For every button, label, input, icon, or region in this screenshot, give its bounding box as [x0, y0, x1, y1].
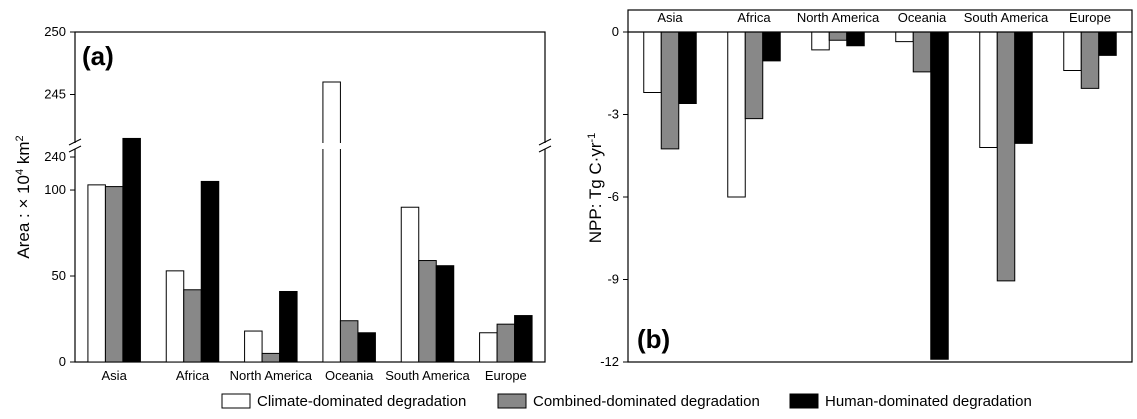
bar-human-africa: [762, 31, 781, 62]
panel-a-category-label: Asia: [102, 368, 128, 383]
panel-a-category-label: Europe: [485, 368, 527, 383]
panel-b-y-tick-label: -9: [607, 272, 619, 287]
panel-b-label: (b): [637, 324, 670, 354]
panel-a-y-tick-label: 245: [44, 87, 66, 102]
bar-climate-africa: [727, 31, 746, 198]
bar-human-oceania: [357, 332, 376, 363]
panel-b-category-label: Europe: [1069, 10, 1111, 25]
axis-break-slash: [68, 138, 82, 146]
bar-climate-europe: [1063, 31, 1082, 71]
panel-b-frame: [627, 9, 1133, 363]
panel-b-y-axis-label: NPP: Tg C·yr-1: [586, 133, 605, 244]
bar-human-europe: [514, 315, 533, 363]
panel-b-y-tick-label: -3: [607, 107, 619, 122]
bar-human-asia: [122, 137, 141, 363]
legend-label-human: Human-dominated degradation: [825, 393, 1032, 410]
bar-combined-asia: [104, 186, 124, 363]
bar-human-north-america: [279, 290, 298, 363]
bar-combined-oceania: [912, 31, 932, 73]
panel-a-x-categories: Asia Africa North America Oceania South Amer…: [102, 368, 527, 383]
bar-combined-asia: [660, 31, 680, 150]
panel-b-category-label: Asia: [657, 10, 683, 25]
bar-combined-north-america: [828, 31, 848, 41]
legend-swatch-climate: [221, 393, 251, 409]
axis-break-slash: [538, 145, 552, 153]
panel-b-y-tick-label: -6: [607, 189, 619, 204]
panel-b-y-tick-label: 0: [612, 24, 619, 39]
panel-a-y-tick-label: 240: [44, 149, 66, 164]
panel-a-y-tick-label: 100: [44, 182, 66, 197]
panel-a-category-label: South America: [385, 368, 470, 383]
bar-climate-asia: [643, 31, 662, 93]
axis-break-gap: [538, 143, 552, 149]
bar-climate-south-america: [400, 206, 420, 363]
bar-climate-oceania: [895, 31, 914, 43]
bar-human-oceania: [930, 31, 949, 360]
bar-climate-south-america: [979, 31, 998, 148]
panel-b-category-label: South America: [964, 10, 1049, 25]
legend-swatch-human: [789, 393, 819, 409]
panel-b-x-categories: Asia Africa North America Oceania South Amer…: [657, 10, 1111, 25]
panel-a-category-label: North America: [230, 368, 313, 383]
bar-combined-europe: [1080, 31, 1100, 89]
bar-break-gap: [321, 143, 342, 149]
panel-a: 0 50 100 240 245 250 Asia Africa North America O…: [14, 24, 552, 383]
bar-combined-south-america: [996, 31, 1016, 282]
bar-climate-asia: [87, 184, 106, 363]
panel-a-y-tick-label: 50: [52, 268, 66, 283]
panel-b-bars: [628, 31, 1132, 360]
legend-swatch-combined: [497, 393, 527, 409]
bar-climate-oceania: [322, 81, 341, 363]
panel-a-category-label: Africa: [176, 368, 210, 383]
panel-b-y-ticks: 0 -3 -6 -9 -12: [600, 24, 628, 369]
panel-a-y-ticks: 0 50 100 240 245 250: [44, 24, 75, 369]
bar-combined-africa: [183, 289, 202, 363]
panel-a-y-tick-label: 250: [44, 24, 66, 39]
panel-a-category-label: Oceania: [325, 368, 374, 383]
bar-climate-north-america: [811, 31, 830, 51]
panel-b-category-label: Oceania: [898, 10, 947, 25]
bar-human-south-america: [1014, 31, 1033, 144]
bar-climate-africa: [165, 270, 185, 363]
panel-a-y-tick-label: 0: [59, 354, 66, 369]
bar-combined-oceania: [339, 320, 359, 363]
bar-combined-europe: [496, 323, 516, 363]
panel-b: 0 -3 -6 -9 -12 Asia Africa North America Oceani…: [586, 9, 1133, 369]
legend-label-climate: Climate-dominated degradation: [257, 393, 466, 410]
axis-break-gap: [68, 143, 82, 149]
bar-human-north-america: [846, 31, 865, 47]
bar-human-europe: [1098, 31, 1117, 56]
bar-climate-north-america: [244, 330, 263, 363]
panel-a-bars: [87, 81, 533, 363]
bar-combined-africa: [744, 31, 764, 120]
panel-a-label: (a): [82, 41, 114, 71]
bar-combined-north-america: [261, 352, 281, 363]
axis-break-slash: [68, 145, 82, 153]
panel-a-frame: [74, 31, 546, 363]
panel-a-axis-break: [68, 138, 552, 153]
legend: Climate-dominated degradation Combined-do…: [221, 393, 1032, 410]
axis-break-slash: [538, 138, 552, 146]
bar-human-south-america: [435, 265, 455, 363]
panel-b-category-label: North America: [797, 10, 880, 25]
legend-label-combined: Combined-dominated degradation: [533, 393, 760, 410]
bar-human-africa: [200, 180, 220, 363]
bar-climate-europe: [479, 332, 498, 363]
panel-b-category-label: Africa: [737, 10, 771, 25]
bar-human-asia: [678, 31, 697, 104]
bar-combined-south-america: [418, 260, 437, 363]
panel-a-y-axis-label: Area : × 104 km2: [14, 135, 33, 258]
panel-b-y-tick-label: -12: [600, 354, 619, 369]
